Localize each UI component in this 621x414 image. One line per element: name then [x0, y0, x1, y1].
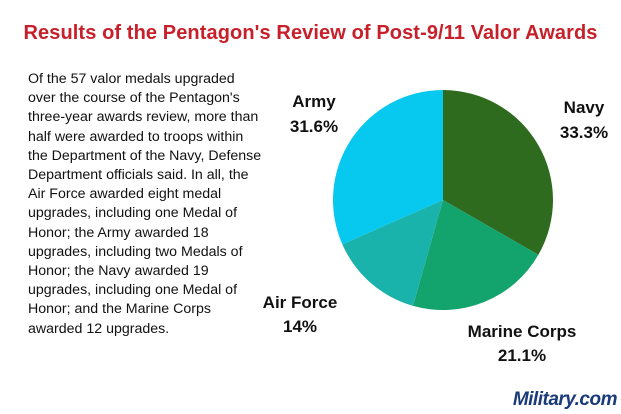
slice-label-navy-name: Navy [564, 98, 605, 117]
slice-label-navy-value: 33.3% [560, 123, 608, 142]
slice-label-marine-corps-name: Marine Corps [468, 322, 577, 341]
slice-label-marine-corps-value: 21.1% [498, 346, 546, 365]
slice-label-army-value: 31.6% [290, 117, 338, 136]
slice-label-air-force-name: Air Force [263, 293, 338, 312]
pie-slice-army [332, 90, 443, 245]
military-com-logo: Military.com [512, 389, 618, 410]
slice-label-air-force-value: 14% [283, 317, 317, 336]
description-text: Of the 57 valor medals upgraded over the… [28, 71, 262, 337]
pie-labels: Navy 33.3% Marine Corps 21.1% Air Force … [263, 92, 608, 365]
pie-slice-marine-corps [412, 200, 539, 310]
pie-slice-air-force [342, 200, 443, 306]
pie-slice-navy [443, 90, 554, 255]
slice-label-army-name: Army [292, 92, 336, 111]
chart-title: Results of the Pentagon's Review of Post… [23, 22, 598, 44]
pie-slices [332, 90, 554, 310]
